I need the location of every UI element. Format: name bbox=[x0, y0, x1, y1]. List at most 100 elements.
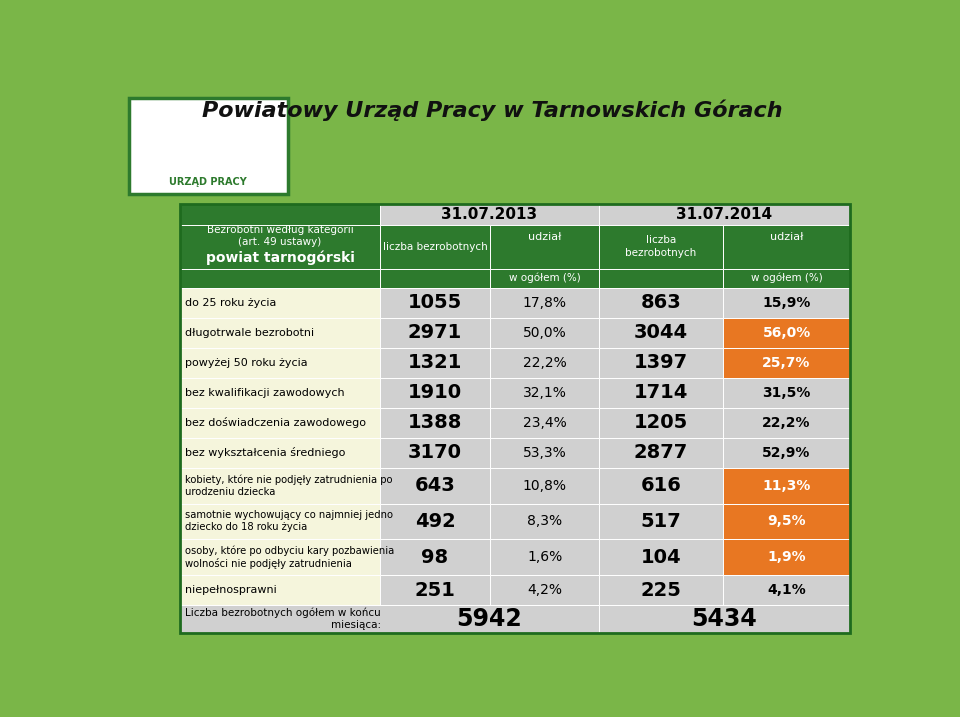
Bar bbox=[379, 348, 491, 378]
Text: 15,9%: 15,9% bbox=[762, 296, 810, 310]
Bar bbox=[491, 467, 599, 503]
Text: 98: 98 bbox=[421, 548, 448, 566]
Text: 1388: 1388 bbox=[408, 413, 462, 432]
Bar bbox=[180, 288, 379, 318]
Bar bbox=[599, 467, 723, 503]
Bar bbox=[491, 378, 599, 408]
Text: powiat tarnogórski: powiat tarnogórski bbox=[205, 251, 354, 265]
Text: samotnie wychowujący co najmniej jedno
dziecko do 18 roku życia: samotnie wychowujący co najmniej jedno d… bbox=[185, 511, 393, 533]
Text: 31.07.2014: 31.07.2014 bbox=[677, 206, 773, 222]
Bar bbox=[180, 204, 850, 632]
Bar bbox=[599, 605, 850, 632]
Bar bbox=[599, 348, 723, 378]
Bar bbox=[180, 539, 379, 575]
Bar bbox=[180, 204, 379, 224]
Text: kobiety, które nie podjęły zatrudnienia po
urodzeniu dziecka: kobiety, które nie podjęły zatrudnienia … bbox=[185, 475, 393, 497]
Text: 53,3%: 53,3% bbox=[523, 446, 566, 460]
Bar bbox=[723, 575, 850, 605]
Text: 31.07.2013: 31.07.2013 bbox=[442, 206, 538, 222]
Text: 1,6%: 1,6% bbox=[527, 550, 563, 564]
Text: 1910: 1910 bbox=[408, 384, 462, 402]
Text: 517: 517 bbox=[640, 512, 682, 531]
Text: 1714: 1714 bbox=[634, 384, 688, 402]
Bar bbox=[723, 378, 850, 408]
Bar bbox=[491, 318, 599, 348]
Text: w ogółem (%): w ogółem (%) bbox=[751, 273, 823, 283]
Text: 5942: 5942 bbox=[456, 607, 522, 631]
Bar bbox=[180, 378, 379, 408]
Text: 22,2%: 22,2% bbox=[523, 356, 566, 370]
Bar bbox=[723, 539, 850, 575]
Bar bbox=[379, 318, 491, 348]
Bar bbox=[491, 503, 599, 539]
Bar bbox=[599, 408, 723, 438]
Bar bbox=[379, 438, 491, 467]
Bar bbox=[379, 224, 491, 269]
Text: 2971: 2971 bbox=[408, 323, 462, 342]
Bar bbox=[180, 269, 379, 288]
Bar bbox=[180, 605, 599, 632]
Text: 251: 251 bbox=[415, 581, 455, 599]
Bar bbox=[723, 438, 850, 467]
Bar bbox=[491, 348, 599, 378]
Bar bbox=[180, 318, 379, 348]
Text: liczba bezrobotnych: liczba bezrobotnych bbox=[383, 242, 488, 252]
Text: 492: 492 bbox=[415, 512, 455, 531]
Text: 4,1%: 4,1% bbox=[767, 583, 805, 597]
Text: 2877: 2877 bbox=[634, 443, 688, 462]
Text: 25,7%: 25,7% bbox=[762, 356, 810, 370]
Bar bbox=[180, 408, 379, 438]
Bar bbox=[599, 503, 723, 539]
Bar bbox=[180, 575, 379, 605]
Text: udział: udział bbox=[528, 232, 562, 242]
Bar bbox=[379, 503, 491, 539]
Text: powyżej 50 roku życia: powyżej 50 roku życia bbox=[185, 358, 308, 368]
Text: 1055: 1055 bbox=[408, 293, 462, 313]
Bar bbox=[723, 467, 850, 503]
Text: 52,9%: 52,9% bbox=[762, 446, 810, 460]
Bar bbox=[599, 269, 723, 288]
Text: 10,8%: 10,8% bbox=[522, 479, 566, 493]
Bar bbox=[180, 348, 379, 378]
Text: 50,0%: 50,0% bbox=[523, 326, 566, 340]
Bar bbox=[599, 288, 723, 318]
Text: 31,5%: 31,5% bbox=[762, 386, 810, 400]
Text: Liczba bezrobotnych ogółem w końcu
miesiąca:: Liczba bezrobotnych ogółem w końcu miesi… bbox=[185, 607, 381, 630]
Text: 8,3%: 8,3% bbox=[527, 514, 563, 528]
Text: liczba
bezrobotnych: liczba bezrobotnych bbox=[625, 235, 697, 258]
Text: w ogółem (%): w ogółem (%) bbox=[509, 273, 581, 283]
Bar bbox=[723, 348, 850, 378]
Text: 1205: 1205 bbox=[634, 413, 688, 432]
Text: do 25 roku życia: do 25 roku życia bbox=[185, 298, 276, 308]
Text: 1,9%: 1,9% bbox=[767, 550, 805, 564]
Bar bbox=[491, 408, 599, 438]
Text: 1397: 1397 bbox=[634, 353, 688, 372]
Text: Bezrobotni według kategorii
(art. 49 ustawy): Bezrobotni według kategorii (art. 49 ust… bbox=[206, 225, 353, 247]
Text: 17,8%: 17,8% bbox=[522, 296, 566, 310]
Text: 22,2%: 22,2% bbox=[762, 416, 811, 429]
Bar bbox=[599, 438, 723, 467]
Bar bbox=[491, 224, 599, 269]
Text: 1321: 1321 bbox=[408, 353, 462, 372]
Text: bez wykształcenia średniego: bez wykształcenia średniego bbox=[185, 447, 346, 458]
Text: długotrwale bezrobotni: długotrwale bezrobotni bbox=[185, 328, 314, 338]
Bar bbox=[723, 288, 850, 318]
Text: 5434: 5434 bbox=[691, 607, 757, 631]
Text: 616: 616 bbox=[640, 476, 682, 495]
Bar bbox=[130, 98, 288, 194]
Bar bbox=[723, 503, 850, 539]
Text: bez doświadczenia zawodowego: bez doświadczenia zawodowego bbox=[185, 417, 366, 428]
Bar bbox=[379, 408, 491, 438]
Bar bbox=[180, 224, 379, 269]
Bar bbox=[599, 575, 723, 605]
Text: Powiatowy Urząd Pracy w Tarnowskich Górach: Powiatowy Urząd Pracy w Tarnowskich Góra… bbox=[202, 100, 782, 121]
Text: 3044: 3044 bbox=[634, 323, 688, 342]
Bar bbox=[379, 575, 491, 605]
Text: udział: udział bbox=[770, 232, 804, 242]
Text: osoby, które po odbyciu kary pozbawienia
wolności nie podjęły zatrudnienia: osoby, które po odbyciu kary pozbawienia… bbox=[185, 545, 395, 569]
Bar bbox=[491, 575, 599, 605]
Bar bbox=[491, 539, 599, 575]
Bar bbox=[379, 378, 491, 408]
Bar bbox=[599, 378, 723, 408]
Text: 4,2%: 4,2% bbox=[527, 583, 563, 597]
